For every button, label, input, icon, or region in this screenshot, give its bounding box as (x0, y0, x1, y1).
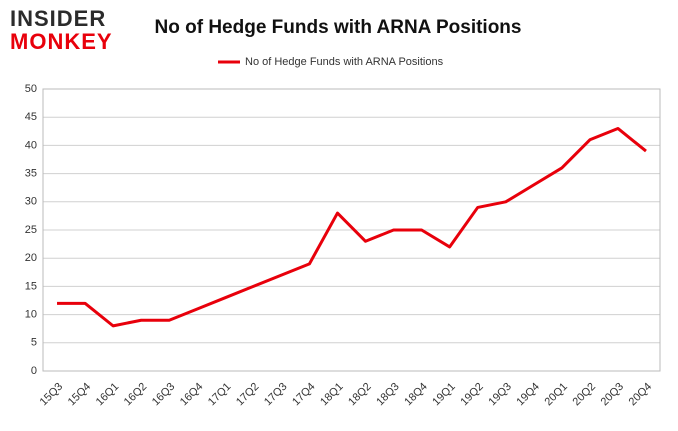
y-tick-label: 15 (25, 280, 37, 292)
x-tick-label: 16Q1 (94, 381, 122, 409)
x-tick-label: 16Q3 (150, 381, 178, 409)
y-tick-label: 20 (25, 252, 37, 264)
x-tick-label: 17Q1 (206, 381, 234, 409)
x-tick-label: 19Q4 (514, 381, 542, 409)
x-tick-label: 20Q3 (599, 381, 627, 409)
x-tick-label: 16Q4 (178, 381, 206, 409)
x-tick-label: 19Q1 (430, 381, 458, 409)
x-tick-label: 18Q2 (346, 381, 374, 409)
x-tick-label: 19Q3 (486, 381, 514, 409)
x-tick-label: 20Q4 (627, 381, 655, 409)
x-tick-label: 17Q3 (262, 381, 290, 409)
x-tick-label: 17Q2 (234, 381, 262, 409)
logo-line2: MONKEY (10, 29, 113, 54)
y-tick-label: 5 (31, 337, 37, 349)
x-tick-label: 17Q4 (290, 381, 318, 409)
y-tick-label: 30 (25, 196, 37, 208)
logo-line1: INSIDER (10, 6, 106, 31)
x-tick-label: 20Q2 (571, 381, 599, 409)
legend-label: No of Hedge Funds with ARNA Positions (245, 56, 444, 68)
x-tick-label: 20Q1 (542, 381, 570, 409)
y-tick-label: 10 (25, 309, 37, 321)
x-tick-label: 15Q3 (38, 381, 66, 409)
x-tick-label: 18Q3 (374, 381, 402, 409)
plot-border (42, 88, 661, 372)
line (57, 126, 647, 328)
chart-title: No of Hedge Funds with ARNA Positions (155, 17, 522, 38)
y-tick-label: 25 (25, 224, 37, 236)
x-tick-label: 15Q4 (66, 381, 94, 409)
y-tick-label: 0 (31, 365, 37, 377)
x-tick-label: 18Q1 (318, 381, 346, 409)
y-tick-label: 45 (25, 111, 37, 123)
x-tick-label: 18Q4 (402, 381, 430, 409)
x-tick-label: 16Q2 (122, 381, 150, 409)
x-tick-label: 19Q2 (458, 381, 486, 409)
y-tick-label: 40 (25, 139, 37, 151)
y-tick-label: 50 (25, 83, 37, 95)
y-tick-label: 35 (25, 168, 37, 180)
